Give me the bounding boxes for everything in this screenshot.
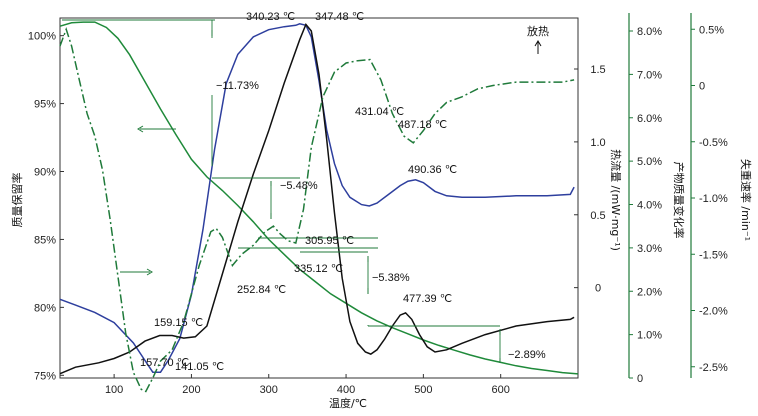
rate-tick-label: -2.5% xyxy=(699,362,728,374)
heat-axis: 0 0.5 1.0 1.5 xyxy=(574,64,606,295)
x-tick-label: 500 xyxy=(414,384,432,396)
mass-axis: 75% 80% 85% 90% 95% 100% xyxy=(28,31,64,382)
product-axis-label: 产物质量变化率 xyxy=(672,162,686,239)
product-tick-label: 2.0% xyxy=(637,286,662,298)
annotation-label: 252.84 ℃ xyxy=(237,284,286,296)
annotation-label: −11.73% xyxy=(216,80,259,92)
exo-label: 放热 xyxy=(527,24,549,38)
rate-axis-label: 失重速率 /min⁻¹ xyxy=(739,159,753,241)
exo-arrow-icon xyxy=(534,40,542,54)
annotation-label: −2.89% xyxy=(508,349,546,361)
x-tick-label: 100 xyxy=(105,384,123,396)
rate-tick-label: 0 xyxy=(699,81,705,93)
rate-axis: 0.5% 0 -0.5% -1.0% -1.5% -2.0% -2.5% xyxy=(690,13,728,378)
heat-tick-label: 1.0 xyxy=(590,137,605,149)
heat-tick-label: 0 xyxy=(595,283,601,295)
annotation-label: 335.12 ℃ xyxy=(294,263,343,275)
plot-border xyxy=(59,17,579,379)
product-tick-label: 8.0% xyxy=(637,26,662,38)
heat-tick-label: 1.5 xyxy=(590,64,605,76)
annotation-label: 141.05 ℃ xyxy=(175,361,224,373)
mass-tick-label: 90% xyxy=(34,167,56,179)
product-tick-label: 7.0% xyxy=(637,69,662,81)
x-tick-label: 600 xyxy=(492,384,510,396)
product-curve xyxy=(59,23,575,375)
mass-tick-label: 95% xyxy=(34,99,56,111)
annotation-label: 347.48 ℃ xyxy=(315,11,364,23)
annotation-label: 159.15 ℃ xyxy=(154,317,203,329)
x-tick-label: 200 xyxy=(182,384,200,396)
rate-tick-label: -0.5% xyxy=(699,137,728,149)
annotation-label: 431.04 ℃ xyxy=(355,106,404,118)
rate-curve xyxy=(59,27,575,393)
mass-tick-label: 75% xyxy=(34,370,56,382)
product-axis: 0 1.0% 2.0% 3.0% 4.0% 5.0% 6.0% 7.0% 8.0% xyxy=(628,13,662,385)
annotation-label: 340.23 ℃ xyxy=(246,11,295,23)
x-tick-label: 400 xyxy=(337,384,355,396)
annotation-label: −5.48% xyxy=(280,180,318,192)
mass-tick-label: 100% xyxy=(28,31,56,43)
rate-tick-label: -1.5% xyxy=(699,249,728,261)
product-tick-label: 6.0% xyxy=(637,113,662,125)
mass-tick-label: 85% xyxy=(34,234,56,246)
mass-axis-label: 质量保留率 xyxy=(10,173,24,228)
heat-axis-label: 热流量 /(mW·mg⁻¹) xyxy=(609,149,623,251)
x-axis: 100 200 300 400 500 600 xyxy=(105,374,510,396)
x-tick-label: 300 xyxy=(260,384,278,396)
series-layer xyxy=(59,21,579,393)
product-tick-label: 4.0% xyxy=(637,200,662,212)
plot-frame xyxy=(59,17,579,379)
rate-tick-label: -1.0% xyxy=(699,193,728,205)
annotation-label: 305.95 ℃ xyxy=(305,235,354,247)
heat-curve xyxy=(59,23,575,373)
mass-curve xyxy=(59,21,579,375)
heat-tick-label: 0.5 xyxy=(590,210,605,222)
annotation-label: 157.70 ℃ xyxy=(140,357,189,369)
annotation-label: 477.39 ℃ xyxy=(403,293,452,305)
rate-tick-label: -2.0% xyxy=(699,306,728,318)
mass-tick-label: 80% xyxy=(34,302,56,314)
product-tick-label: 0 xyxy=(637,373,643,385)
product-tick-label: 1.0% xyxy=(637,330,662,342)
arrow-head xyxy=(146,268,153,276)
annotation-label: 487.18 ℃ xyxy=(398,119,447,131)
arrow-head xyxy=(137,125,144,133)
annotation-label: 490.36 ℃ xyxy=(408,164,457,176)
product-tick-label: 5.0% xyxy=(637,156,662,168)
annotation-label: −5.38% xyxy=(372,272,410,284)
product-tick-label: 3.0% xyxy=(637,243,662,255)
rate-tick-label: 0.5% xyxy=(699,24,724,36)
x-axis-label: 温度/℃ xyxy=(329,396,367,410)
